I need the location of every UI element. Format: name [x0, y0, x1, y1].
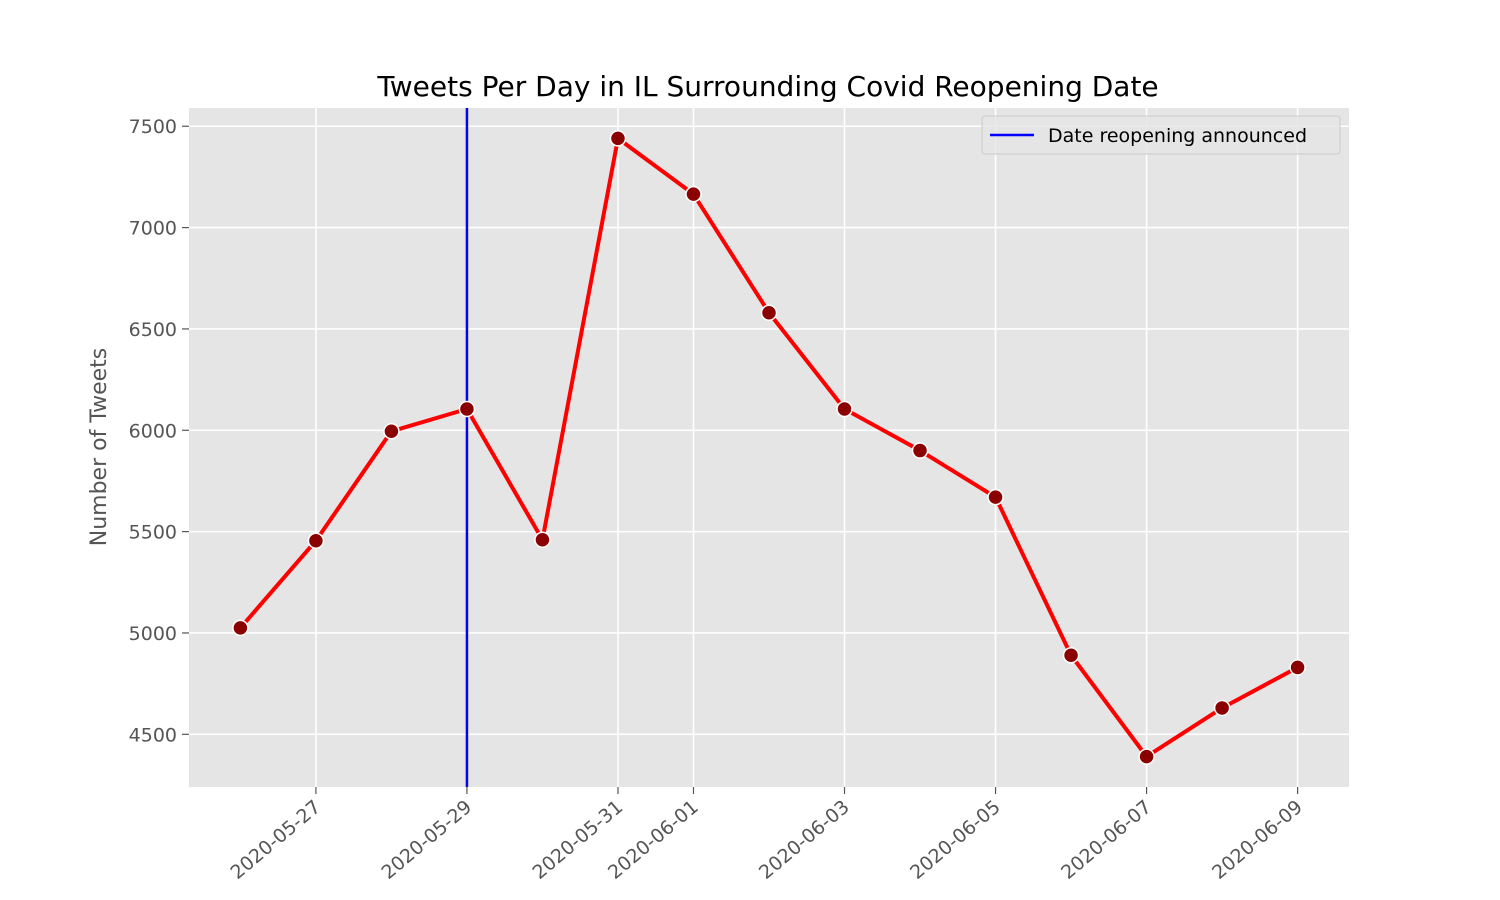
y-tick-label: 7500 [129, 116, 177, 138]
legend-box [981, 115, 1341, 155]
x-tick-label: 2020-05-27 [226, 796, 325, 884]
x-tick-label: 2020-06-05 [906, 796, 1005, 884]
legend-entry-label: Date reopening announced [1048, 125, 1307, 147]
y-tick-label: 6000 [129, 420, 177, 442]
data-point [232, 619, 249, 637]
data-point [836, 400, 853, 418]
data-point [911, 442, 929, 459]
data-point [987, 488, 1004, 506]
data-point [458, 400, 476, 418]
series-layer [232, 130, 1306, 765]
x-tick-label: 2020-05-29 [377, 796, 476, 884]
data-point [1138, 748, 1155, 765]
data-point [609, 130, 627, 147]
legend: Date reopening announced [981, 115, 1341, 155]
data-point [685, 185, 702, 203]
y-tick-label: 4500 [129, 724, 177, 746]
y-tick-label: 5500 [129, 522, 177, 544]
data-point [534, 531, 551, 548]
y-tick-label: 7000 [129, 218, 177, 240]
data-point [760, 304, 778, 321]
plot-area [189, 108, 1349, 787]
x-tick-label: 2020-06-09 [1208, 796, 1307, 884]
x-tick-label: 2020-06-07 [1057, 796, 1156, 884]
y-axis-label: Number of Tweets [87, 348, 112, 547]
chart-title: Tweets Per Day in IL Surrounding Covid R… [376, 70, 1158, 103]
x-tick-label: 2020-06-03 [755, 796, 854, 884]
data-point [1289, 659, 1306, 676]
data-point [1213, 699, 1231, 717]
data-point [383, 423, 400, 440]
grid-lines [189, 108, 1349, 787]
y-tick-label: 5000 [129, 623, 177, 645]
data-point [1062, 647, 1080, 664]
data-point [307, 532, 325, 549]
y-tick-label: 6500 [129, 319, 177, 341]
